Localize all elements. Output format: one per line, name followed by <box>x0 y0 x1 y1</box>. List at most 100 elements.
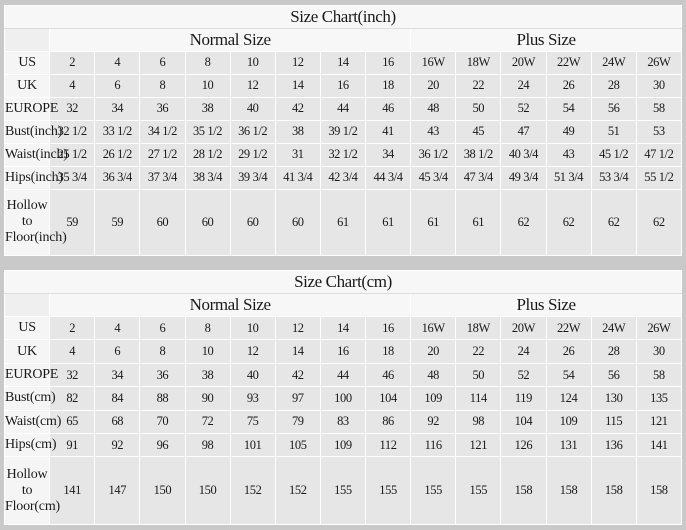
table-cell: 47 <box>500 119 547 144</box>
table-cell: 90 <box>184 386 231 411</box>
table-cell: 158 <box>545 456 592 525</box>
table-cell: 98 <box>184 433 231 458</box>
table-cell: 33 1/2 <box>94 119 141 144</box>
table-cell: 32 <box>49 362 96 388</box>
table-cell: 155 <box>410 456 457 525</box>
table-cell: 40 <box>229 362 276 388</box>
table-cell: 6 <box>94 339 141 364</box>
table-cell: 158 <box>590 456 637 525</box>
table-cell: 135 <box>635 386 683 411</box>
table-cell: 35 1/2 <box>184 119 231 144</box>
table-row: Waist(inch) 25 1/2 26 1/2 27 1/2 28 1/2 29 1/… <box>3 142 683 167</box>
table-cell: 150 <box>184 456 231 525</box>
table-cell: 46 <box>364 96 412 121</box>
table-cell: 30 <box>635 73 683 98</box>
table-cell: 42 3/4 <box>319 165 367 190</box>
table-cell: 32 1/2 <box>319 142 367 167</box>
table-cell: 2 <box>49 51 96 75</box>
table-row: EUROPE 32 34 36 38 40 42 44 46 48 50 52 54 56 58 <box>3 96 683 121</box>
table-cell: 44 <box>319 362 367 388</box>
row-label: Waist(inch) <box>3 142 68 167</box>
table-cell: 8 <box>139 339 186 364</box>
table-cell: 48 <box>410 362 457 388</box>
table-cell: 116 <box>410 433 457 458</box>
table-cell: 47 1/2 <box>635 142 683 167</box>
table-cell: 8 <box>139 73 186 98</box>
table-cell: 58 <box>635 96 683 121</box>
group-row: Normal Size Plus Size <box>3 28 682 52</box>
table-cell: 14 <box>274 339 321 364</box>
table-row: Hollow to Floor(cm) 141 147 150 150 152 152 155… <box>3 456 683 525</box>
table-cell: 50 <box>455 362 502 388</box>
table-cell: 70 <box>139 409 186 435</box>
table-cell: 10 <box>184 339 231 364</box>
table-cell: 121 <box>635 409 683 435</box>
group-corner <box>3 293 51 317</box>
table-cell: 27 1/2 <box>139 142 186 167</box>
table-cell: 147 <box>94 456 141 525</box>
row-label: UK <box>3 73 51 98</box>
table-cell: 155 <box>364 456 412 525</box>
table-row: Hips(cm) 91 92 96 98 101 105 109 112 116 121 126 131… <box>3 433 683 458</box>
table-cell: 46 <box>364 362 412 388</box>
table-cell: 6 <box>139 315 186 341</box>
table-cell: 12 <box>229 339 276 364</box>
table-cell: 37 3/4 <box>139 165 186 190</box>
table-cell: 86 <box>364 409 412 435</box>
table-cell: 18W <box>455 315 502 341</box>
table-cell: 51 <box>590 119 637 144</box>
chart-title: Size Chart(inch) <box>4 5 682 29</box>
table-cell: 47 3/4 <box>455 165 502 190</box>
table-cell: 38 <box>274 119 321 144</box>
table-cell: 45 1/2 <box>590 142 637 167</box>
row-label: Hollow to Floor(inch) <box>3 188 67 257</box>
table-cell: 22 <box>455 339 502 364</box>
group-row: Normal Size Plus Size <box>3 293 682 317</box>
table-cell: 34 <box>94 96 141 121</box>
table-cell: 24W <box>590 51 637 75</box>
table-cell: 14 <box>319 315 367 341</box>
table-cell: 44 <box>319 96 367 121</box>
chart-title: Size Chart(cm) <box>4 270 682 294</box>
table-cell: 98 <box>455 409 502 435</box>
table-cell: 40 <box>229 96 276 121</box>
group-corner <box>3 28 51 52</box>
table-cell: 60 <box>229 188 276 257</box>
table-cell: 61 <box>455 188 502 257</box>
table-cell: 34 <box>364 142 412 167</box>
table-cell: 79 <box>274 409 321 435</box>
row-label: Hips(cm) <box>3 433 56 458</box>
table-cell: 43 <box>410 119 457 144</box>
table-cell: 60 <box>139 188 186 257</box>
row-label: US <box>3 51 51 75</box>
table-cell: 16 <box>319 339 367 364</box>
table-cell: 130 <box>590 386 637 411</box>
table-cell: 60 <box>184 188 231 257</box>
table-cell: 62 <box>545 188 592 257</box>
table-cell: 50 <box>455 96 502 121</box>
table-cell: 6 <box>94 73 141 98</box>
table-cell: 24W <box>590 315 637 341</box>
table-row: US 2 4 6 8 10 12 14 16 16W 18W 20W 22W 24W 26W <box>3 315 683 341</box>
table-cell: 25 1/2 <box>49 142 96 167</box>
table-cell: 2 <box>49 315 96 341</box>
table-cell: 24 <box>500 339 547 364</box>
table-cell: 16W <box>410 315 457 341</box>
table-cell: 52 <box>500 362 547 388</box>
group-normal-size: Normal Size <box>49 293 412 317</box>
table-cell: 29 1/2 <box>229 142 276 167</box>
table-cell: 124 <box>545 386 592 411</box>
table-cell: 28 1/2 <box>184 142 231 167</box>
table-cell: 54 <box>545 96 592 121</box>
table-cell: 115 <box>590 409 637 435</box>
table-cell: 36 3/4 <box>94 165 141 190</box>
table-cell: 109 <box>545 409 592 435</box>
table-cell: 14 <box>319 51 367 75</box>
table-cell: 150 <box>139 456 186 525</box>
table-cell: 48 <box>410 96 457 121</box>
table-cell: 75 <box>229 409 276 435</box>
table-cell: 51 3/4 <box>545 165 592 190</box>
size-chart-cm: Size Chart(cm) Normal Size Plus Size US 2 4 6 8… <box>3 270 683 525</box>
row-label: Bust(cm) <box>3 386 56 411</box>
table-row: EUROPE 32 34 36 38 40 42 44 46 48 50 52 54 56 58 <box>3 362 683 388</box>
